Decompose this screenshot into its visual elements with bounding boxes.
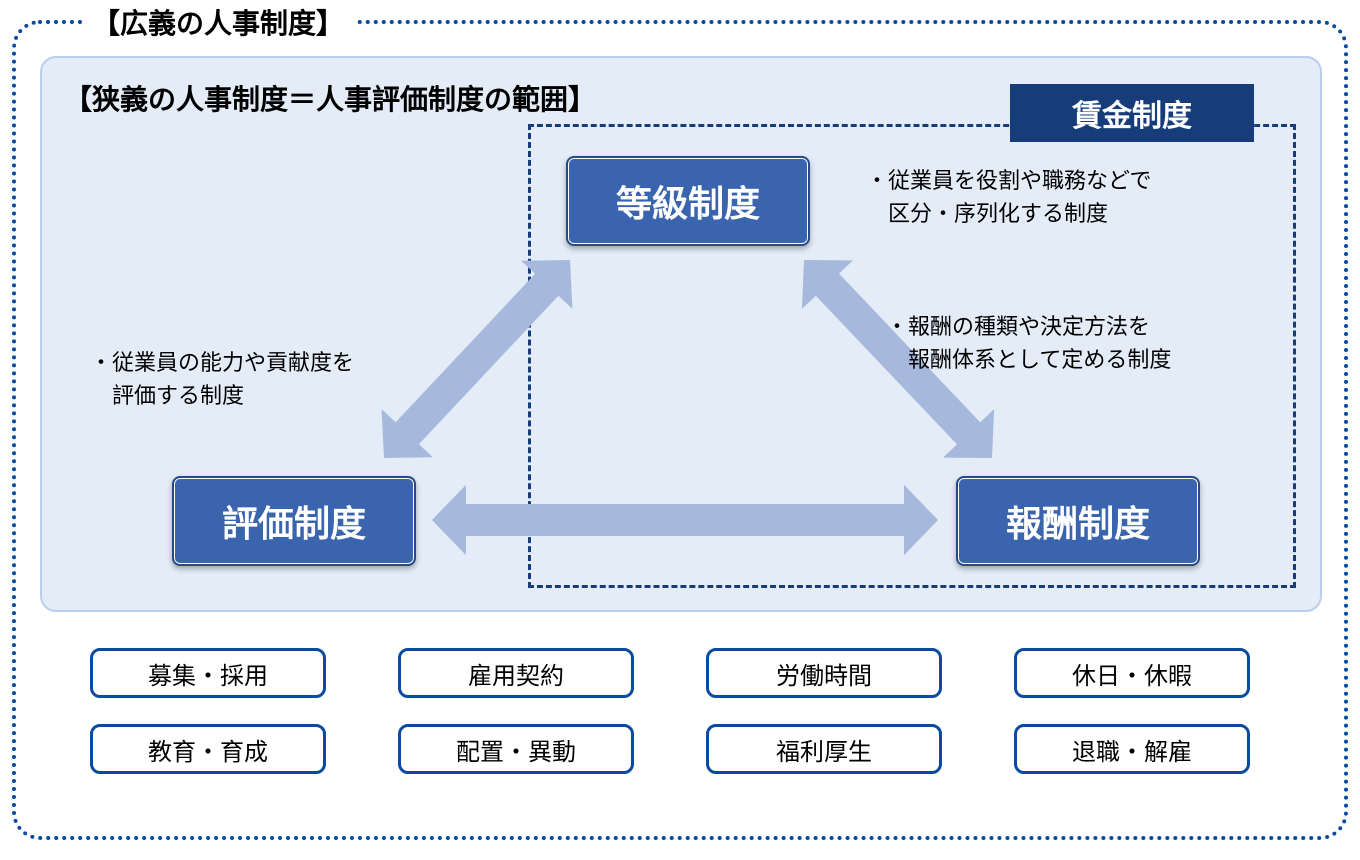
desc-line: ・従業員の能力や貢献度を: [90, 350, 354, 375]
desc-line: 区分・序列化する制度: [866, 201, 1108, 226]
desc-line: ・報酬の種類や決定方法を: [886, 314, 1150, 339]
desc-line: ・従業員を役割や職務などで: [866, 168, 1152, 193]
outer-title: 【広義の人事制度】: [82, 2, 354, 42]
compensation-system-box: 報酬制度: [956, 476, 1200, 566]
desc-line: 報酬体系として定める制度: [886, 347, 1171, 372]
evaluation-system-box: 評価制度: [172, 476, 416, 566]
inner-title: 【狭義の人事制度＝人事評価制度の範囲】: [64, 78, 596, 118]
evaluation-description: ・従業員の能力や貢献度を 評価する制度: [90, 346, 354, 412]
desc-line: 評価する制度: [90, 383, 244, 408]
grade-description: ・従業員を役割や職務などで 区分・序列化する制度: [866, 164, 1152, 230]
wage-tag: 賃金制度: [1010, 84, 1254, 142]
compensation-description: ・報酬の種類や決定方法を 報酬体系として定める制度: [886, 310, 1171, 376]
grade-system-box: 等級制度: [566, 156, 810, 246]
